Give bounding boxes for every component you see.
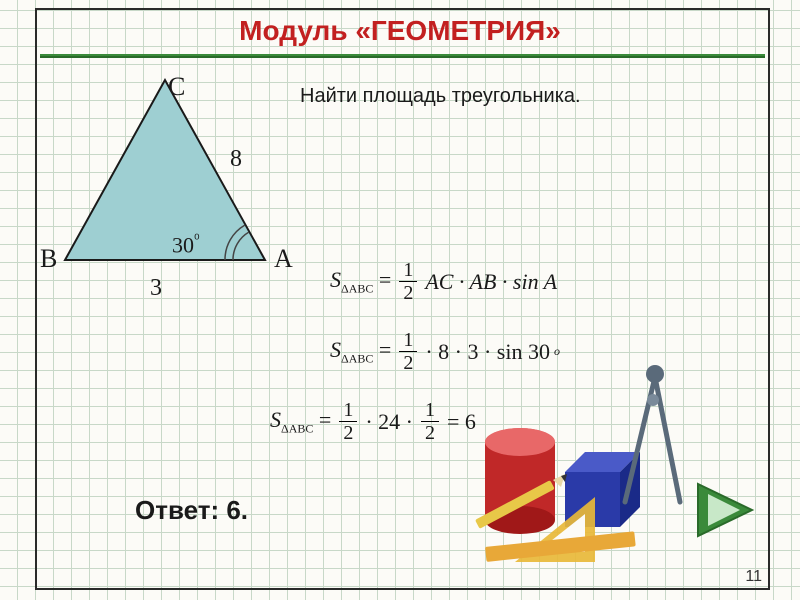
page-number: 11	[745, 568, 762, 586]
formula-general: SΔABC = 12 AC · AB · sin A	[330, 260, 557, 303]
decor-illustration	[445, 352, 685, 572]
vertex-b-label: В	[40, 244, 57, 274]
module-title: Модуль «ГЕОМЕТРИЯ»	[0, 15, 800, 47]
vertex-a-label: A	[274, 244, 293, 274]
title-underline	[40, 54, 765, 58]
side-ab-label: 3	[150, 275, 162, 302]
vertex-c-label: С	[168, 72, 185, 102]
next-button[interactable]	[694, 480, 760, 540]
triangle-diagram	[35, 60, 295, 300]
answer-label: Ответ: 6.	[135, 495, 248, 526]
side-ac-label: 8	[230, 146, 242, 173]
angle-a-label: 30⁰	[172, 232, 200, 258]
problem-statement: Найти площадь треугольника.	[300, 85, 581, 108]
